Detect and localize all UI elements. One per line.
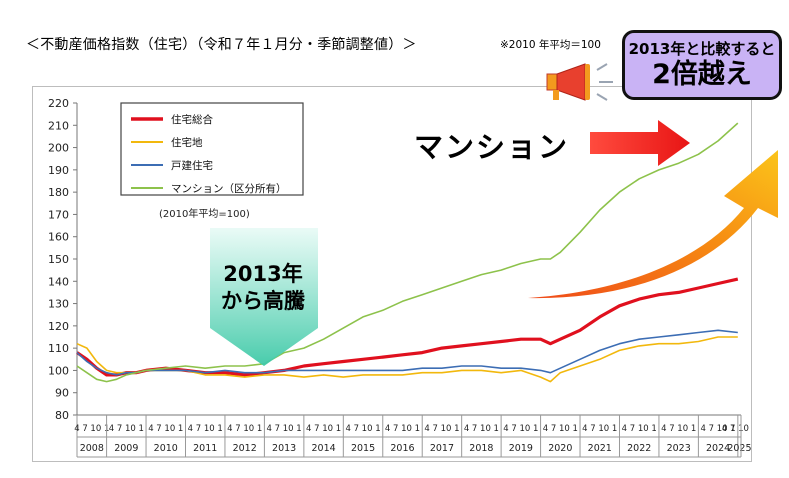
y-tick-label: 190 bbox=[48, 164, 69, 177]
y-tick-label: 220 bbox=[48, 97, 69, 110]
mansion-arrow bbox=[590, 120, 690, 166]
x-year-label: 2018 bbox=[469, 443, 493, 454]
x-month-ticks: 4 7 10 1 bbox=[74, 424, 109, 434]
y-tick-label: 200 bbox=[48, 142, 69, 155]
x-year-label: 2019 bbox=[509, 443, 533, 454]
y-tick-label: 120 bbox=[48, 320, 69, 333]
x-month-ticks: 4 7 10 1 bbox=[424, 424, 459, 434]
baseline-note: ※2010 年平均＝100 bbox=[500, 39, 601, 51]
x-month-ticks: 4 7 10 1 bbox=[701, 424, 736, 434]
legend-label: 住宅総合 bbox=[171, 113, 213, 126]
x-year-label: 2021 bbox=[588, 443, 612, 454]
x-year-label: 2022 bbox=[627, 443, 651, 454]
x-year-label: 2009 bbox=[114, 443, 138, 454]
x-year-label: 2015 bbox=[351, 443, 375, 454]
y-tick-label: 140 bbox=[48, 275, 69, 288]
y-tick-label: 90 bbox=[55, 387, 69, 400]
x-month-ticks: 4 7 10 1 bbox=[464, 424, 499, 434]
y-tick-label: 130 bbox=[48, 298, 69, 311]
x-month-ticks: 4 7 10 1 bbox=[622, 424, 657, 434]
x-month-ticks: 4 7 10 1 bbox=[661, 424, 696, 434]
x-year-label: 2013 bbox=[272, 443, 296, 454]
x-year-label: 2011 bbox=[193, 443, 217, 454]
from-2013-arrow bbox=[210, 228, 318, 366]
megaphone-icon bbox=[545, 62, 617, 108]
from-2013-line2: から高騰 bbox=[221, 289, 305, 313]
x-month-ticks: 4 7 10 1 bbox=[543, 424, 578, 434]
x-month-ticks: 4 7 10 1 bbox=[227, 424, 262, 434]
y-tick-label: 160 bbox=[48, 231, 69, 244]
x-month-ticks: 4 7 10 1 bbox=[267, 424, 302, 434]
x-month-ticks: 4 7 10 1 bbox=[385, 424, 420, 434]
x-month-ticks: 4 7 10 1 bbox=[109, 424, 144, 434]
page-title: ＜不動産価格指数（住宅）（令和７年１月分・季節調整値）＞ bbox=[26, 37, 417, 53]
mansion-callout: マンション bbox=[414, 130, 570, 164]
from-2013-callout: 2013年 から高騰 bbox=[204, 261, 322, 315]
x-month-ticks: 4 7 10 1 bbox=[582, 424, 617, 434]
legend-label: 住宅地 bbox=[171, 136, 203, 149]
x-month-ticks: 4 7 10 1 bbox=[306, 424, 341, 434]
legend-label: 戸建住宅 bbox=[171, 159, 213, 172]
x-month-ticks: 4 7 10 1 bbox=[188, 424, 223, 434]
badge-line1: 2013年と比較すると bbox=[628, 40, 776, 58]
y-tick-label: 80 bbox=[55, 409, 69, 422]
x-month-ticks: 4 7 10 1 bbox=[345, 424, 380, 434]
x-year-label: 2008 bbox=[80, 443, 104, 454]
y-tick-label: 180 bbox=[48, 186, 69, 199]
x-year-label: 2025 bbox=[727, 443, 751, 454]
x-year-label: 2016 bbox=[390, 443, 414, 454]
x-year-label: 2010 bbox=[154, 443, 178, 454]
y-tick-label: 210 bbox=[48, 119, 69, 132]
series-line bbox=[76, 122, 739, 383]
x-year-label: 2012 bbox=[233, 443, 257, 454]
comparison-badge: 2013年と比較すると 2倍越え bbox=[622, 30, 782, 100]
x-month-ticks: 4 7 10 1 bbox=[503, 424, 538, 434]
x-year-label: 2014 bbox=[311, 443, 335, 454]
legend-label: マンション（区分所有） bbox=[171, 182, 287, 195]
x-year-label: 2024 bbox=[706, 443, 730, 454]
y-tick-label: 100 bbox=[48, 364, 69, 377]
x-year-label: 2020 bbox=[548, 443, 572, 454]
x-year-label: 2017 bbox=[430, 443, 454, 454]
y-tick-label: 170 bbox=[48, 208, 69, 221]
line-chart: 80 90 100 110 120 130 140 150 160 170 180 190 200 210… bbox=[48, 97, 751, 458]
y-tick-label: 150 bbox=[48, 253, 69, 266]
from-2013-line1: 2013年 bbox=[223, 262, 303, 286]
x-month-ticks: 4 7 10 1 bbox=[722, 424, 751, 434]
x-month-ticks: 4 7 10 1 bbox=[148, 424, 183, 434]
surge-arrow bbox=[528, 150, 778, 299]
badge-line2: 2倍越え bbox=[652, 59, 752, 90]
y-tick-label: 110 bbox=[48, 342, 69, 355]
x-year-label: 2023 bbox=[667, 443, 691, 454]
chart-baseline-note: (2010年平均=100) bbox=[159, 207, 250, 220]
